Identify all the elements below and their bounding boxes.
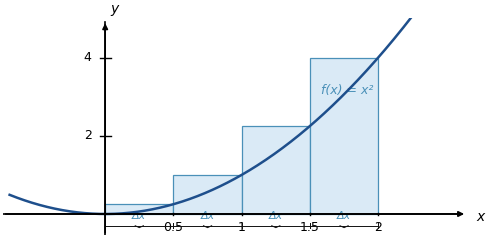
Text: 2: 2	[375, 221, 382, 234]
Text: 0.5: 0.5	[164, 221, 184, 234]
Bar	[242, 126, 310, 214]
Text: 2: 2	[84, 129, 92, 142]
Text: Δx: Δx	[337, 211, 351, 221]
Text: y: y	[111, 2, 119, 16]
Bar	[310, 58, 378, 214]
Text: x: x	[476, 210, 485, 224]
Text: Δx: Δx	[269, 211, 283, 221]
Text: Δx: Δx	[201, 211, 215, 221]
Bar	[105, 204, 173, 214]
Text: Δx: Δx	[132, 211, 147, 221]
Text: 1: 1	[238, 221, 245, 234]
Bar	[173, 175, 242, 214]
Text: 1.5: 1.5	[300, 221, 320, 234]
Text: f(x) = x²: f(x) = x²	[321, 84, 373, 97]
Text: 4: 4	[84, 51, 92, 64]
